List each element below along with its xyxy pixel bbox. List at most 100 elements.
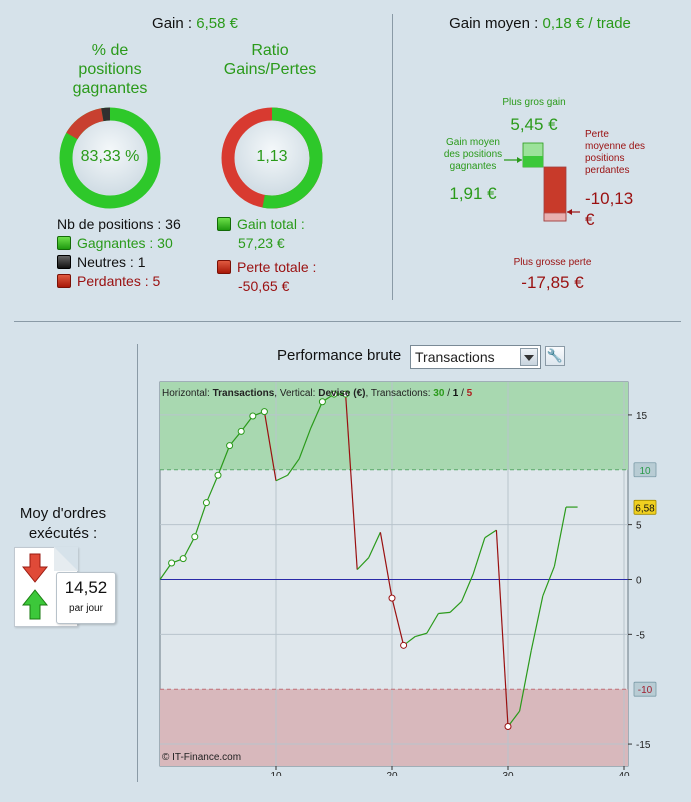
pct-donut	[59, 107, 161, 209]
series-segment	[275, 474, 288, 482]
transactions-select[interactable]: Transactions	[410, 345, 541, 369]
gain-total-label: Gain total :	[237, 216, 305, 232]
series-segment	[205, 475, 219, 503]
pct-neutral-arc	[101, 107, 111, 122]
series-segment	[438, 611, 451, 615]
series-segment	[368, 532, 381, 558]
perte-totale-value: -50,65 €	[238, 278, 290, 294]
gain-loss-bars	[504, 142, 580, 222]
green-square-icon	[57, 236, 71, 250]
series-segment	[461, 573, 474, 602]
series-segment	[298, 427, 312, 460]
series-point	[388, 594, 396, 602]
avg-gain-bar	[523, 156, 543, 167]
x-tick-label: 40	[618, 771, 630, 776]
y-tick-label: 5	[636, 521, 642, 532]
red-square-icon	[57, 274, 71, 288]
gain-moyen-pos-label: Gain moyen des positions gagnantes	[443, 137, 503, 172]
lower-band-label: -10	[638, 685, 653, 696]
red-square-icon	[217, 260, 231, 274]
gain-label: Gain :	[152, 15, 193, 32]
nb-positions: Nb de positions : 36	[57, 216, 181, 232]
pct-loss-arc	[66, 108, 104, 140]
avg-loss-bar	[544, 167, 566, 213]
series-segment	[379, 532, 393, 599]
plus-grosse-perte-value: -17,85 €	[521, 273, 584, 292]
series-point	[342, 390, 350, 398]
series-segment	[553, 506, 567, 567]
current-value-badge: 6,58	[635, 503, 655, 514]
series-segment	[519, 650, 532, 712]
down-arrow-icon	[22, 553, 48, 583]
series-point	[260, 408, 268, 416]
wrench-icon[interactable]: 🔧	[545, 346, 565, 366]
ratio-donut	[221, 107, 323, 209]
black-square-icon	[57, 255, 71, 269]
y-tick-label: 0	[636, 575, 642, 586]
y-tick-label: -5	[636, 630, 645, 641]
legend-perdantes: Perdantes : 5	[57, 273, 160, 289]
upper-band-label-bg	[633, 462, 657, 478]
ratio-title: Ratio Gains/Pertes	[223, 42, 317, 78]
green-square-icon	[217, 217, 231, 231]
gain-header: Gain : 6,58 €	[100, 15, 290, 32]
series-point	[191, 533, 199, 541]
series-point	[168, 559, 176, 567]
gain-moyen-value: 0,18 € / trade	[542, 15, 631, 32]
series-segment	[345, 394, 358, 570]
performance-chart: 10 20 30 40 15 5 0 -5 -15 10 -10 6,58 Horizontal: T…	[159, 381, 657, 776]
x-tick-label: 20	[386, 771, 398, 776]
profit-zone	[160, 382, 628, 470]
legend-neutres: Neutres : 1	[57, 254, 145, 270]
series-point	[202, 499, 210, 507]
up-arrow-icon	[22, 589, 48, 620]
perdantes-label: Perdantes : 5	[77, 273, 161, 289]
select-value: Transactions	[415, 349, 495, 365]
plus-gros-gain-label: Plus gros gain	[502, 97, 566, 108]
series-point	[249, 412, 257, 420]
pct-value: 83,33 %	[80, 148, 140, 165]
rate-unit: par jour	[69, 603, 103, 614]
series-point	[400, 641, 408, 649]
lower-band-label-bg	[633, 681, 657, 697]
moy-ordres-label: Moy d'ordres exécutés :	[19, 505, 107, 542]
series-segment	[495, 530, 509, 727]
series-segment	[415, 632, 427, 638]
perf-label: Performance brute	[277, 347, 402, 364]
legend-gain-total: Gain total :	[217, 216, 305, 232]
chevron-down-icon[interactable]	[520, 348, 538, 366]
gain-value: 6,58 €	[196, 15, 238, 32]
x-tick-label: 30	[502, 771, 514, 776]
current-value-badge-bg	[633, 499, 657, 515]
series-point	[237, 427, 245, 435]
ratio-gain-arc	[262, 107, 323, 209]
top-divider	[392, 14, 393, 300]
series-segment	[263, 411, 277, 481]
gain-moyen-pos-value: 1,91 €	[449, 184, 497, 203]
series-segment	[472, 537, 486, 575]
series-point	[318, 398, 326, 406]
perte-totale-label: Perte totale :	[237, 259, 317, 275]
loss-zone	[160, 689, 628, 766]
legend-perte-totale: Perte totale :	[217, 259, 316, 275]
series-segment	[391, 597, 405, 646]
series-segment	[287, 458, 300, 476]
series-point	[214, 471, 222, 479]
series-point	[504, 723, 512, 731]
gagnantes-label: Gagnantes : 30	[77, 235, 173, 251]
section-divider	[14, 321, 681, 322]
bottom-divider	[137, 344, 138, 782]
pct-title: % de positions gagnantes	[72, 42, 148, 97]
series-point	[179, 555, 187, 563]
series-segment	[310, 401, 323, 429]
y-tick-label: -15	[636, 740, 651, 751]
perte-moyenne-value: -10,13 €	[585, 189, 634, 229]
legend-gagnantes: Gagnantes : 30	[57, 235, 173, 251]
series-segment	[182, 536, 196, 559]
series-segment	[194, 502, 207, 537]
plus-gros-gain-value: 5,45 €	[510, 115, 558, 134]
series-segment	[217, 445, 231, 476]
max-loss-bar	[543, 212, 567, 222]
watermark: © IT-Finance.com	[162, 752, 241, 763]
gain-total-value: 57,23 €	[238, 235, 285, 251]
